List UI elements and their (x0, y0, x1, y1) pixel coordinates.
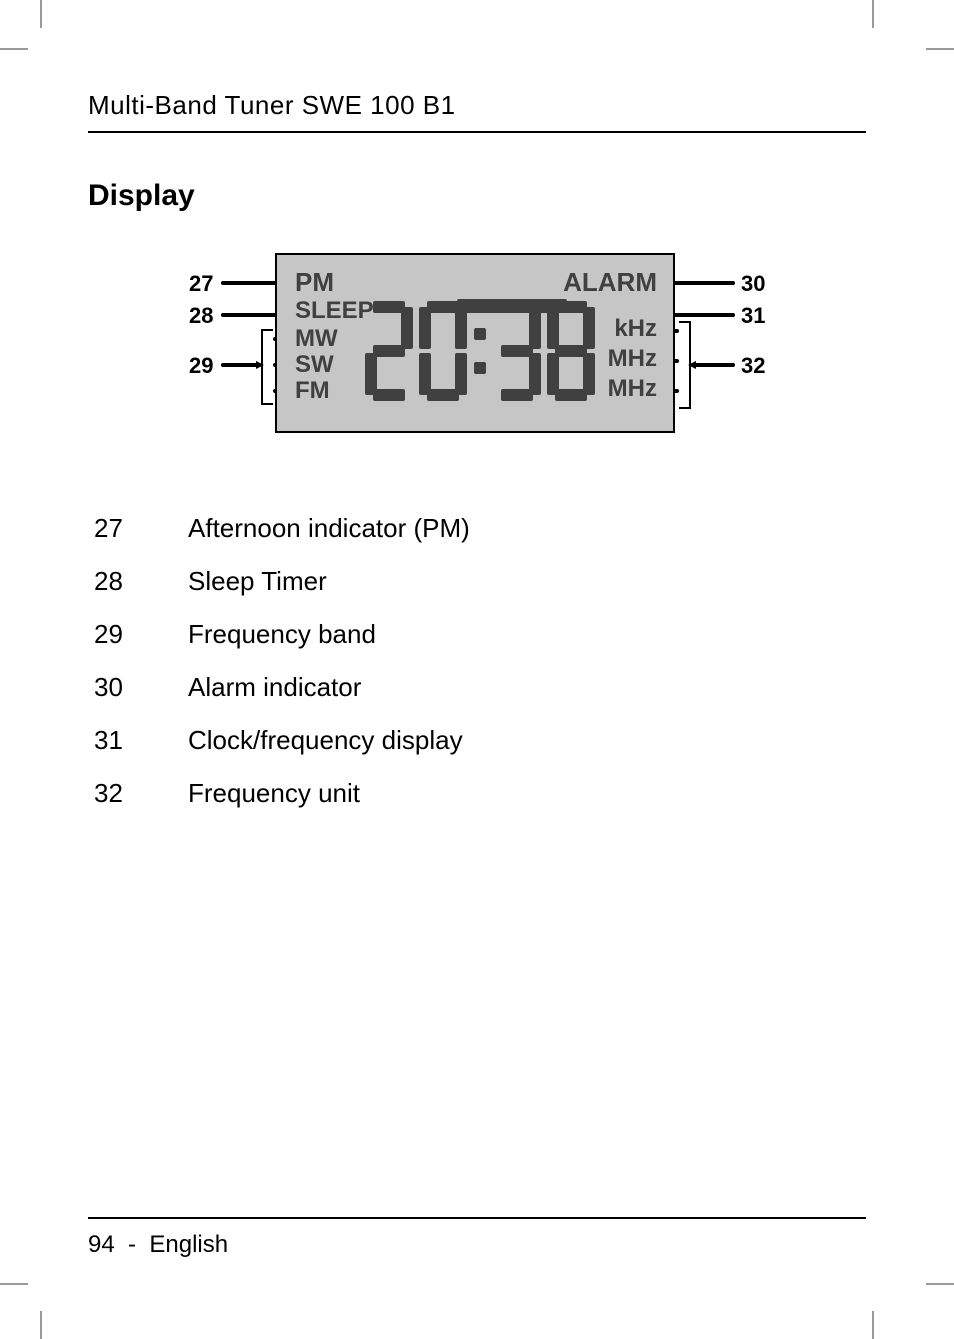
legend-label: Afternoon indicator (PM) (188, 513, 470, 544)
lcd-band-sw: SW (295, 353, 334, 377)
leader (691, 363, 735, 367)
footer-sep: - (128, 1231, 136, 1258)
callout-30: 30 (741, 271, 765, 297)
bracket-icon (261, 329, 273, 405)
legend-label: Sleep Timer (188, 566, 327, 597)
lcd-sleep-indicator: SLEEP (295, 299, 374, 323)
lcd-alarm-indicator: ALARM (563, 269, 657, 295)
list-item: 31 Clock/frequency display (94, 725, 866, 756)
list-item: 27 Afternoon indicator (PM) (94, 513, 866, 544)
callout-31: 31 (741, 303, 765, 329)
colon-icon (473, 301, 487, 401)
digit-3 (493, 301, 541, 401)
legend-num: 28 (94, 566, 134, 597)
leader (221, 363, 261, 367)
footer-text: 94 - English (88, 1231, 866, 1259)
page-body: Multi-Band Tuner SWE 100 B1 Display 27 2… (0, 0, 954, 1339)
footer-rule (88, 1217, 866, 1219)
lcd-panel: PM SLEEP MW SW FM ALARM kHz MHz MHz (275, 253, 675, 433)
callout-32: 32 (741, 353, 765, 379)
legend-label: Frequency unit (188, 778, 360, 809)
digit-8 (547, 301, 595, 401)
page-title: Multi-Band Tuner SWE 100 B1 (88, 90, 866, 121)
section-heading: Display (88, 179, 866, 213)
legend-num: 32 (94, 778, 134, 809)
legend-label: Clock/frequency display (188, 725, 463, 756)
page-number: 94 (88, 1231, 115, 1258)
list-item: 28 Sleep Timer (94, 566, 866, 597)
legend-label: Alarm indicator (188, 672, 361, 703)
callout-28: 28 (189, 303, 213, 329)
legend-num: 27 (94, 513, 134, 544)
lcd-digits (365, 297, 597, 405)
bracket-icon (679, 321, 691, 409)
legend-label: Frequency band (188, 619, 376, 650)
header-rule (88, 131, 866, 133)
leader (221, 313, 283, 317)
legend-num: 31 (94, 725, 134, 756)
lcd-pm-indicator: PM (295, 269, 334, 295)
leader (667, 281, 735, 285)
callout-29: 29 (189, 353, 213, 379)
legend-num: 29 (94, 619, 134, 650)
legend-list: 27 Afternoon indicator (PM) 28 Sleep Tim… (94, 513, 866, 809)
legend-num: 30 (94, 672, 134, 703)
leader (221, 281, 283, 285)
lcd-band-fm: FM (295, 379, 330, 403)
list-item: 32 Frequency unit (94, 778, 866, 809)
list-item: 29 Frequency band (94, 619, 866, 650)
lcd-unit-mhz: MHz (608, 377, 657, 401)
lcd-unit-khz: kHz (614, 317, 657, 341)
digit-2 (365, 301, 413, 401)
page-footer: 94 - English (88, 1217, 866, 1259)
lcd-band-mw: MW (295, 327, 338, 351)
footer-language: English (149, 1231, 228, 1258)
list-item: 30 Alarm indicator (94, 672, 866, 703)
lcd-unit-mhz: MHz (608, 347, 657, 371)
display-diagram: 27 28 29 30 31 32 PM SLEEP MW SW F (157, 253, 797, 453)
digit-0 (419, 301, 467, 401)
callout-27: 27 (189, 271, 213, 297)
